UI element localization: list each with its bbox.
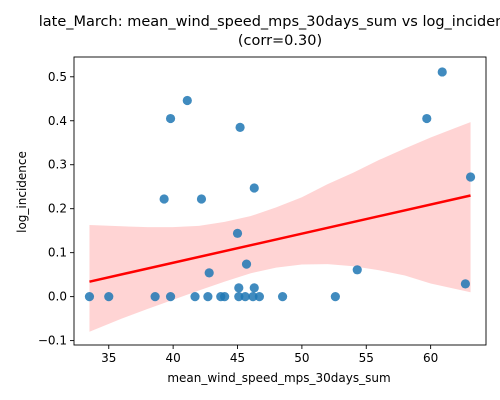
- y-tick-label: 0.1: [48, 246, 67, 260]
- data-point: [165, 292, 176, 302]
- data-point: [352, 265, 362, 275]
- y-tick-label: 0.5: [48, 70, 67, 84]
- x-tick-label: 35: [101, 351, 116, 365]
- data-point: [159, 194, 169, 204]
- data-point: [84, 292, 95, 302]
- regression-line: [89, 194, 471, 283]
- data-point: [234, 283, 244, 293]
- data-point: [190, 292, 200, 302]
- x-axis-ticks: 35 40 45 50 55 60: [101, 345, 438, 365]
- data-point: [203, 292, 213, 302]
- chart-title: late_March: mean_wind_speed_mps_30days_s…: [39, 14, 500, 30]
- data-points: [84, 67, 476, 302]
- data-point: [249, 283, 259, 293]
- data-point: [204, 268, 214, 278]
- data-point: [182, 95, 192, 106]
- data-point: [277, 292, 288, 302]
- plot-frame: [73, 56, 487, 346]
- x-axis-label: mean_wind_speed_mps_30days_sum: [167, 371, 390, 385]
- x-tick-label: 60: [423, 351, 438, 365]
- y-axis-ticks: −0.1 0.0 0.1 0.2 0.3 0.4 0.5: [38, 70, 74, 348]
- data-point: [330, 292, 340, 302]
- x-tick-label: 55: [359, 351, 374, 365]
- confidence-band: [89, 122, 471, 332]
- data-point: [235, 122, 245, 132]
- data-point: [460, 279, 470, 289]
- x-tick-label: 45: [230, 351, 245, 365]
- data-point: [254, 292, 264, 302]
- x-tick-label: 40: [165, 351, 180, 365]
- data-point: [104, 292, 114, 302]
- y-tick-label: 0.4: [48, 114, 67, 128]
- data-point: [232, 228, 243, 238]
- x-tick-label: 50: [294, 351, 309, 365]
- data-point: [196, 194, 207, 204]
- data-point: [150, 292, 160, 302]
- y-tick-label: 0.3: [48, 158, 67, 172]
- data-point: [220, 292, 230, 302]
- y-axis-label: log_incidence: [15, 151, 29, 233]
- data-point: [465, 172, 476, 182]
- data-point: [165, 113, 176, 124]
- data-point: [422, 113, 432, 124]
- chart-subtitle: (corr=0.30): [238, 33, 322, 49]
- data-point: [249, 183, 259, 193]
- data-point: [240, 292, 250, 302]
- y-tick-label: −0.1: [38, 334, 67, 348]
- y-tick-label: 0.0: [48, 290, 67, 304]
- y-tick-label: 0.2: [48, 202, 67, 216]
- data-point: [437, 67, 447, 77]
- data-point: [248, 292, 258, 302]
- data-point: [234, 292, 244, 302]
- data-point: [241, 259, 252, 269]
